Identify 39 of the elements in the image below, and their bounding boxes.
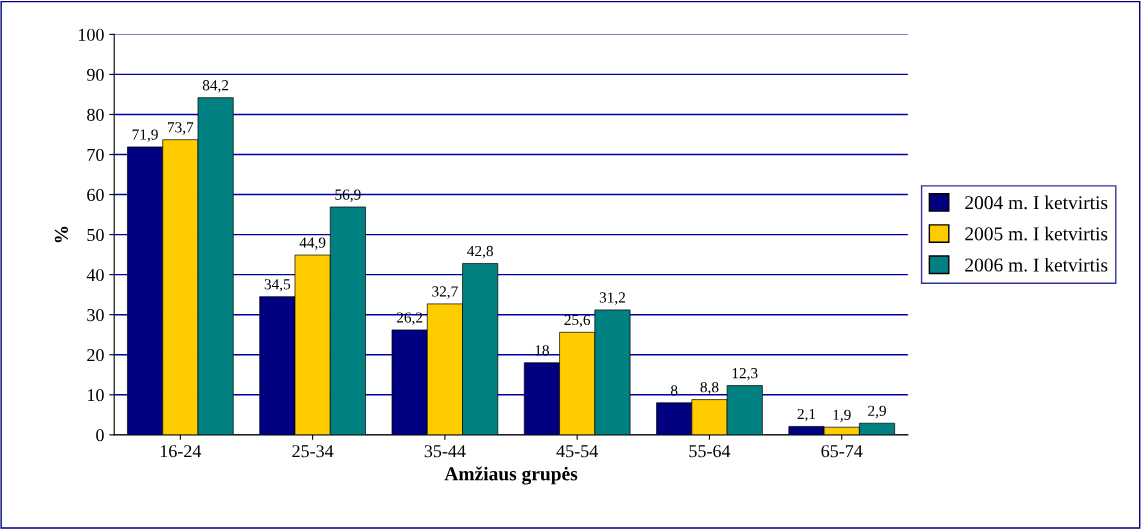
legend-label: 2004 m. I ketvirtis	[965, 195, 1108, 210]
data-label: 44,9	[299, 237, 326, 250]
y-tick-label: 50	[87, 228, 104, 242]
data-label: 18	[535, 345, 549, 356]
data-label: 1,9	[833, 409, 851, 423]
y-tick-label: 20	[87, 349, 104, 362]
data-label: 31,2	[599, 292, 625, 305]
y-tick-label: 40	[86, 268, 104, 282]
y-tick-label: 0	[96, 429, 104, 442]
data-label: 8,8	[700, 382, 719, 395]
y-tick-label: 30	[87, 308, 104, 322]
data-label: 32,7	[432, 286, 458, 299]
y-axis-title: %	[54, 226, 68, 243]
x-tick-label: 55-64	[689, 445, 731, 458]
y-tick-label: 10	[88, 389, 104, 402]
data-label: 26,2	[396, 312, 423, 325]
x-axis-title: Amžiaus grupės	[444, 466, 578, 485]
data-label: 73,7	[167, 122, 194, 135]
x-tick-label: 25-34	[292, 445, 334, 458]
y-tick-label: 70	[87, 148, 104, 161]
data-label: 34,5	[264, 279, 291, 292]
data-label: 25,6	[564, 314, 591, 328]
data-label: 12,3	[732, 368, 758, 381]
x-tick-label: 45-54	[556, 445, 598, 458]
data-label: 2,9	[868, 405, 886, 419]
data-label: 42,8	[467, 245, 493, 259]
y-tick-label: 60	[87, 188, 104, 202]
legend-label: 2005 m. I ketvirtis	[965, 226, 1108, 241]
y-tick-label: 100	[78, 28, 104, 41]
legend-label: 2006 m. I ketvirtis	[965, 257, 1108, 272]
y-tick-label: 80	[87, 108, 104, 121]
x-tick-label: 65-74	[821, 445, 863, 458]
data-label: 8	[670, 385, 678, 396]
x-tick-label: 16-24	[160, 445, 202, 458]
x-tick-label: 35-44	[424, 445, 466, 458]
data-label: 2,1	[797, 408, 816, 422]
data-label: 84,2	[202, 80, 229, 93]
y-tick-label: 90	[87, 68, 104, 81]
data-label: 71,9	[132, 129, 158, 142]
